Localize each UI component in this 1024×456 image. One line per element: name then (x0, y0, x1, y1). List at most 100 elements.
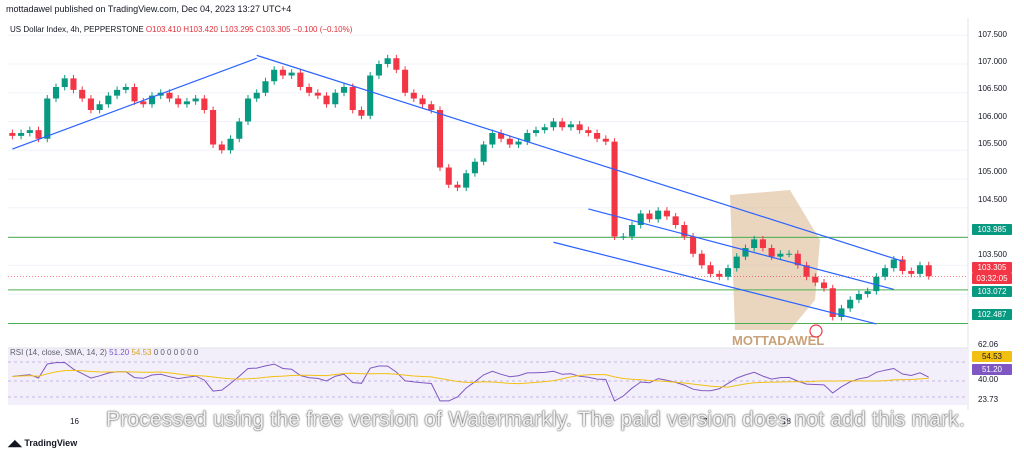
candle-body (489, 133, 496, 145)
candle-body (131, 87, 138, 102)
candle-body (192, 98, 199, 102)
candle-body (26, 130, 33, 133)
candle-body (820, 282, 828, 289)
symbol-legend: US Dollar Index, 4h, PEPPERSTONE O103.41… (10, 25, 352, 34)
candle-body (576, 124, 583, 131)
ohlc-change: −0.100 (−0.10%) (292, 25, 353, 34)
candle-body (393, 58, 400, 70)
candle-body (812, 276, 819, 283)
candle-body (236, 121, 243, 139)
rsi-zeros: 0 0 0 0 0 0 0 (153, 348, 199, 357)
candle-body (637, 213, 644, 225)
candle-body (768, 248, 775, 257)
candle-body (803, 265, 810, 277)
candle-body (925, 265, 932, 277)
candle-body (471, 161, 478, 174)
candle-body (340, 87, 348, 93)
candle-body (436, 110, 444, 168)
candle-body (271, 69, 278, 82)
candle-body (567, 124, 574, 128)
candle-body (786, 253, 793, 255)
candle-body (87, 98, 94, 110)
candle-body (698, 253, 705, 266)
level-badge-mid: 103.072 (972, 286, 1012, 297)
tradingview-brand: TradingView (24, 438, 78, 448)
candle-body (445, 167, 452, 185)
candle-body (35, 130, 42, 139)
alert-icon (809, 324, 823, 338)
candle-body (829, 288, 836, 317)
candle-body (855, 294, 862, 300)
candle-body (873, 276, 880, 292)
rsi-sma-line (12, 369, 929, 388)
candle-body (733, 256, 740, 269)
price-tick: 107.000 (978, 57, 1007, 66)
candle-body (759, 239, 766, 248)
candle-body (559, 121, 566, 128)
candle-body (620, 236, 627, 238)
candle-body (515, 141, 522, 145)
candle-body (349, 87, 356, 110)
candle-body (646, 213, 653, 220)
ohlc-high: H103.420 (183, 25, 218, 34)
price-tick: 107.500 (978, 30, 1007, 39)
candle-body (183, 101, 190, 105)
candle-body (663, 210, 670, 217)
candle-body (794, 253, 801, 266)
symbol-name[interactable]: US Dollar Index, 4h, PEPPERSTONE (10, 25, 144, 34)
candle-body (96, 104, 103, 110)
trend-line (553, 241, 877, 325)
candle-body (306, 87, 313, 93)
candle-body (463, 173, 470, 188)
candle-body (253, 92, 260, 99)
candle-body (105, 95, 112, 105)
ohlc-low: L103.295 (220, 25, 254, 34)
candle-body (838, 308, 845, 317)
candle-body (882, 268, 889, 277)
candle-body (384, 58, 391, 64)
time-label: 7 (703, 417, 708, 426)
candle-body (541, 127, 548, 131)
candle-body (175, 98, 182, 105)
ohlc-open: O103.410 (145, 25, 182, 34)
candle-body (480, 144, 487, 162)
candle-body (777, 253, 784, 257)
candle-body (201, 98, 208, 110)
candle-body (358, 110, 365, 116)
candle-body (148, 95, 156, 105)
candle-body (428, 104, 435, 110)
candle-body (585, 130, 592, 133)
tradingview-footer[interactable]: ◢◣ TradingView (8, 438, 77, 449)
trend-line (12, 57, 257, 150)
candle-body (410, 92, 417, 99)
candle-body (79, 89, 86, 99)
rsi-legend: RSI (14, close, SMA, 14, 2) 51.20 54.53 … (10, 348, 198, 357)
trend-line (256, 54, 903, 262)
price-tick: 105.500 (978, 139, 1007, 148)
candle-body (724, 268, 732, 277)
price-tick: 106.000 (978, 112, 1007, 121)
rsi-name[interactable]: RSI (14, close, SMA, 14, 2) (10, 348, 107, 357)
candle-body (602, 138, 609, 142)
price-tick: 105.000 (978, 167, 1007, 176)
candle-body (114, 89, 121, 96)
candle-body (690, 236, 697, 254)
price-axis[interactable]: 107.500 107.000 106.500 106.000 105.500 … (970, 18, 1024, 410)
candle-body (262, 81, 269, 93)
candle-body (44, 98, 51, 139)
ohlc-close: C103.305 (255, 25, 291, 34)
brand-watermark-text: MOTTADAWEL (732, 333, 824, 348)
rsi-sma-value: 54.53 (131, 348, 152, 357)
candle-body (122, 87, 129, 90)
candle-body (367, 75, 374, 116)
candle-body (314, 92, 321, 96)
candle-body (908, 271, 915, 274)
rsi-tick: 62.06 (978, 340, 999, 349)
candle-body (532, 130, 540, 133)
candle-body (716, 273, 723, 277)
candle-body (524, 133, 531, 142)
candle-body (681, 225, 688, 237)
candle-body (655, 210, 662, 220)
candle-body (550, 121, 557, 128)
